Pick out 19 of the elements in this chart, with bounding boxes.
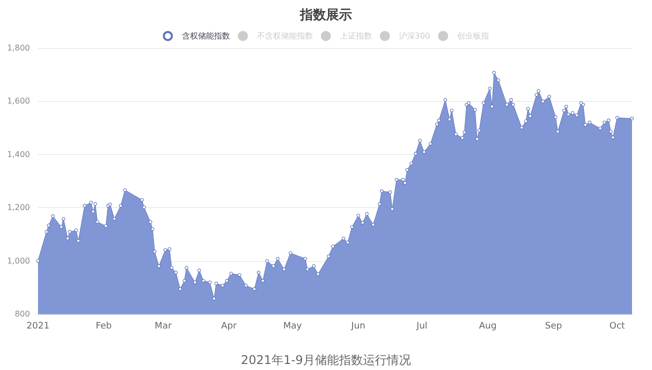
text: 2021年1-9月储能指数运行情况 (240, 353, 412, 367)
y-tick-label: 1,400 (7, 150, 30, 159)
x-tick-label: May (283, 322, 303, 332)
y-tick-label: 1,800 (7, 44, 30, 52)
y-tick-label: 1,000 (7, 256, 30, 266)
x-tick-label: Aug (478, 322, 497, 332)
x-tick-label: Sep (545, 322, 562, 332)
x-tick-label: Mar (154, 322, 172, 332)
y-tick-label: 1,600 (7, 96, 30, 106)
x-tick-label: Jun (350, 322, 366, 332)
x-tick-label: Oct (609, 322, 626, 332)
x-tick-label: Apr (221, 322, 238, 332)
x-tick-label: Feb (96, 322, 112, 332)
y-tick-label: 1,200 (7, 203, 30, 212)
chart-title: 指数展示 (299, 8, 352, 23)
y-tick-label: 800 (14, 310, 30, 318)
x-tick-label: Jul (416, 322, 428, 332)
legend-label: 含权储能指数 (182, 32, 230, 40)
x-tick-label: 2021 (26, 322, 50, 332)
